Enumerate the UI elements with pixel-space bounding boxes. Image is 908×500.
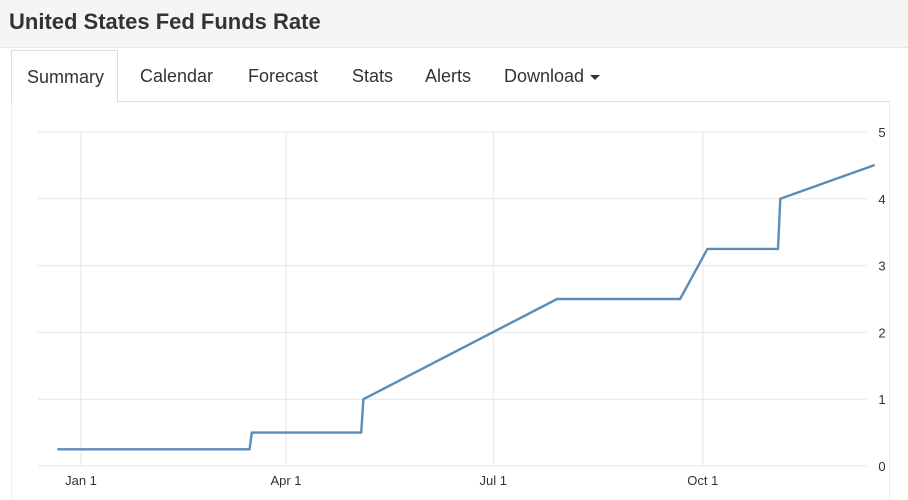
- y-tick-label: 3: [878, 259, 885, 274]
- rate-series-line: [57, 164, 875, 451]
- tab-calendar[interactable]: Calendar: [140, 66, 214, 86]
- tab-alerts[interactable]: Alerts: [425, 66, 472, 86]
- y-tick-label: 0: [878, 459, 885, 474]
- tab-forecast[interactable]: Forecast: [248, 66, 319, 86]
- tab-download-label: Download: [504, 66, 585, 86]
- x-tick-label: Oct 1: [687, 473, 718, 488]
- chart-panel: [11, 102, 890, 500]
- x-tick-label: Jan 1: [65, 473, 97, 488]
- page-title: United States Fed Funds Rate: [9, 9, 321, 34]
- y-tick-label: 5: [878, 125, 885, 140]
- y-tick-label: 2: [878, 325, 885, 340]
- tab-summary[interactable]: Summary: [11, 50, 119, 103]
- y-tick-label: 1: [878, 392, 885, 407]
- x-tick-label: Apr 1: [270, 473, 301, 488]
- x-tick-label: Jul 1: [480, 473, 507, 488]
- caret-down-icon: [590, 74, 601, 80]
- y-tick-label: 4: [878, 192, 885, 207]
- tab-bar: Summary Calendar Forecast Stats Alerts D…: [11, 50, 890, 103]
- title-bar: United States Fed Funds Rate: [0, 0, 908, 48]
- tab-stats[interactable]: Stats: [352, 66, 394, 86]
- tab-download[interactable]: Download: [504, 50, 601, 102]
